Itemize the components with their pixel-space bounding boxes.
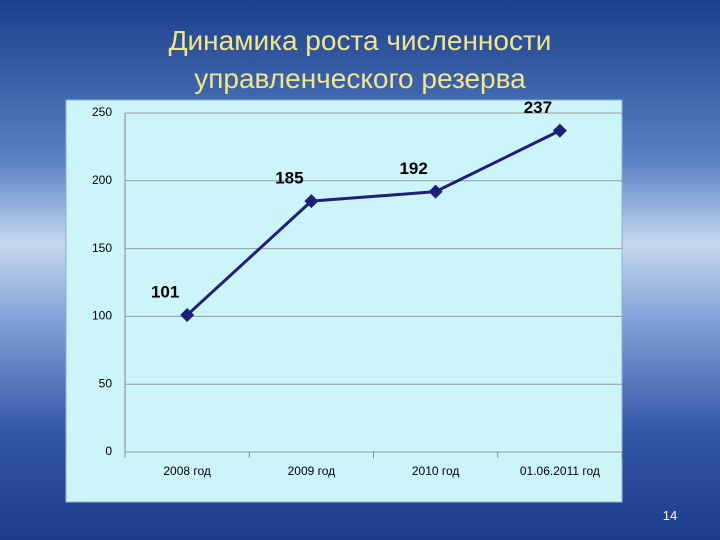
y-tick-label: 50	[99, 376, 113, 390]
x-tick-label: 01.06.2011 год	[520, 464, 600, 478]
marker	[180, 308, 195, 323]
slide-number: 14	[662, 508, 678, 523]
data-label: 192	[399, 159, 427, 178]
x-tick-label: 2008 год	[163, 464, 211, 478]
x-tick-label: 2010 год	[412, 464, 460, 478]
y-tick-label: 0	[105, 444, 112, 458]
marker	[428, 184, 443, 199]
line	[186, 129, 561, 317]
y-tick-label: 100	[92, 309, 112, 323]
y-tick-label: 200	[92, 173, 112, 187]
y-tick-label: 150	[92, 241, 112, 255]
data-label: 101	[151, 283, 179, 302]
x-tick-label: 2009 год	[288, 464, 336, 478]
y-tick-label: 250	[92, 105, 112, 119]
slide-title: Динамика роста численности управленческо…	[168, 25, 552, 94]
marker	[304, 194, 319, 209]
chart-panel	[65, 99, 623, 503]
marker	[552, 123, 567, 138]
data-label: 237	[524, 98, 552, 117]
data-label: 185	[275, 169, 303, 188]
